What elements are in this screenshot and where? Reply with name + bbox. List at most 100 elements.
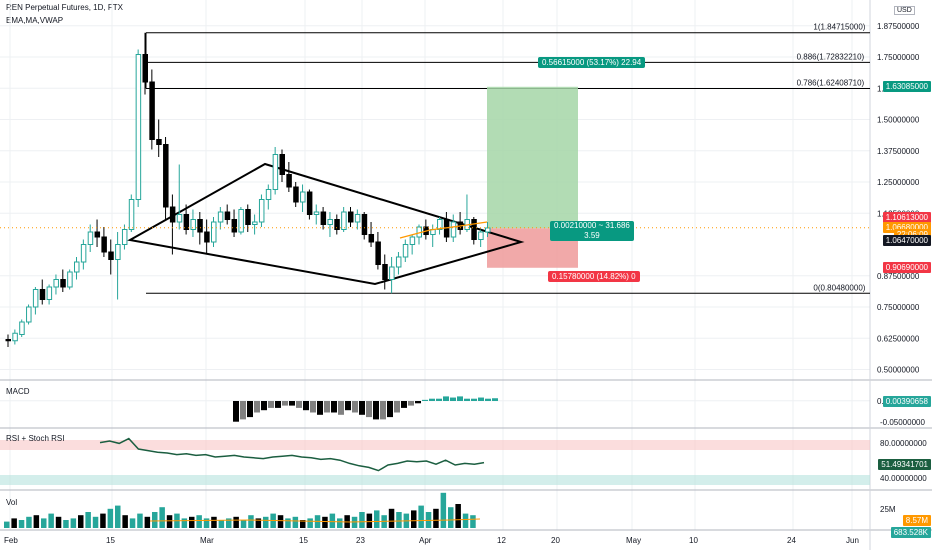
volume-bar	[277, 515, 284, 528]
macd-bar	[373, 401, 379, 420]
price-tag: 1.06470000	[882, 234, 931, 246]
candle	[245, 209, 251, 225]
volume-bar	[26, 516, 32, 528]
volume-bar	[300, 520, 306, 528]
volume-bar	[63, 520, 69, 528]
macd-bar	[436, 398, 442, 401]
volume-bar	[240, 520, 247, 528]
volume-bar	[374, 510, 380, 528]
volume-bar	[181, 518, 188, 528]
candle	[409, 236, 416, 245]
volume-bar	[4, 521, 10, 528]
candle	[450, 221, 457, 238]
rsi-overbought-band	[0, 440, 870, 450]
volume-bar	[129, 518, 136, 528]
candle	[471, 219, 477, 240]
volume-bar	[92, 516, 99, 528]
candle	[327, 219, 333, 225]
candle	[361, 214, 368, 235]
macd-bar	[317, 401, 323, 415]
candle	[389, 266, 395, 280]
candle	[478, 231, 484, 240]
volume-tick-label: 25M	[880, 505, 896, 514]
currency-badge[interactable]: USD	[894, 6, 915, 15]
candle	[306, 191, 313, 215]
time-tick-label: Mar	[200, 536, 214, 545]
candle	[176, 214, 183, 223]
price-tick-label: 1.37500000	[877, 147, 920, 156]
macd-bar	[310, 401, 316, 413]
volume-bar	[78, 515, 84, 528]
candle	[94, 231, 101, 238]
candle	[39, 289, 46, 300]
candle	[19, 321, 25, 335]
candle	[53, 279, 59, 288]
price-tag: 1.10613000	[882, 211, 931, 223]
volume-bar	[226, 518, 232, 528]
time-tick-label: 10	[689, 536, 698, 545]
volume-bar	[218, 520, 225, 528]
macd-bar	[492, 398, 498, 401]
time-tick-label: 12	[497, 536, 506, 545]
volume-bar	[418, 505, 424, 528]
macd-bar	[408, 401, 414, 406]
candle	[115, 244, 121, 260]
macd-bar	[450, 397, 456, 401]
macd-bar	[324, 401, 330, 413]
candle	[101, 236, 107, 253]
volume-bar	[144, 516, 151, 528]
macd-bar	[464, 398, 470, 401]
volume-bar	[41, 518, 47, 528]
rsi-pane-label: RSI + Stoch RSI	[6, 434, 65, 443]
candle	[121, 229, 128, 245]
price-tag: 1.63085000	[882, 80, 931, 92]
macd-bar	[380, 401, 386, 420]
price-tick-label: 1.50000000	[877, 116, 920, 125]
volume-bar	[18, 520, 25, 528]
candle	[265, 189, 272, 200]
macd-bar	[240, 401, 246, 420]
loss-label: 0.15780000 (14.82%) 0	[548, 271, 640, 282]
volume-bar	[255, 518, 262, 528]
candle	[320, 211, 327, 225]
time-tick-label: 15	[106, 536, 115, 545]
volume-bar	[159, 507, 165, 528]
macd-bar	[352, 401, 358, 413]
candle	[142, 54, 148, 83]
volume-bar	[248, 515, 254, 528]
candle	[108, 251, 114, 260]
candle	[80, 244, 87, 263]
volume-ma-tag: 8.57M	[902, 515, 931, 526]
profit-label: 0.56615000 (53.17%) 22.94	[538, 56, 646, 68]
price-tick-label: 0.62500000	[877, 334, 920, 343]
volume-bar	[329, 513, 336, 528]
volume-bar	[100, 513, 106, 528]
candle	[485, 227, 491, 233]
volume-bar	[470, 515, 476, 528]
candle	[368, 234, 375, 243]
volume-bar	[122, 515, 128, 528]
candle	[156, 139, 162, 145]
volume-bar	[388, 508, 395, 528]
macd-bar	[485, 398, 491, 401]
price-tick-label: 0.87500000	[877, 272, 920, 281]
macd-bar	[254, 401, 260, 413]
price-tick-label: 1.87500000	[877, 22, 920, 31]
volume-bar	[366, 513, 373, 528]
macd-bar	[394, 401, 400, 413]
candle	[197, 219, 203, 233]
macd-pane-label: MACD	[6, 387, 30, 396]
volume-bar	[411, 510, 417, 528]
rsi-tick-label: 80.00000000	[880, 439, 927, 448]
rsi-oversold-band	[0, 475, 870, 485]
volume-bar	[196, 515, 202, 528]
macd-bar	[443, 396, 449, 401]
macd-bar	[359, 401, 365, 415]
candle	[46, 286, 53, 300]
candle	[272, 154, 279, 190]
macd-bar	[247, 401, 253, 418]
macd-bar	[303, 401, 309, 411]
price-tick-label: 0.50000000	[877, 366, 920, 375]
macd-bar	[338, 401, 344, 415]
